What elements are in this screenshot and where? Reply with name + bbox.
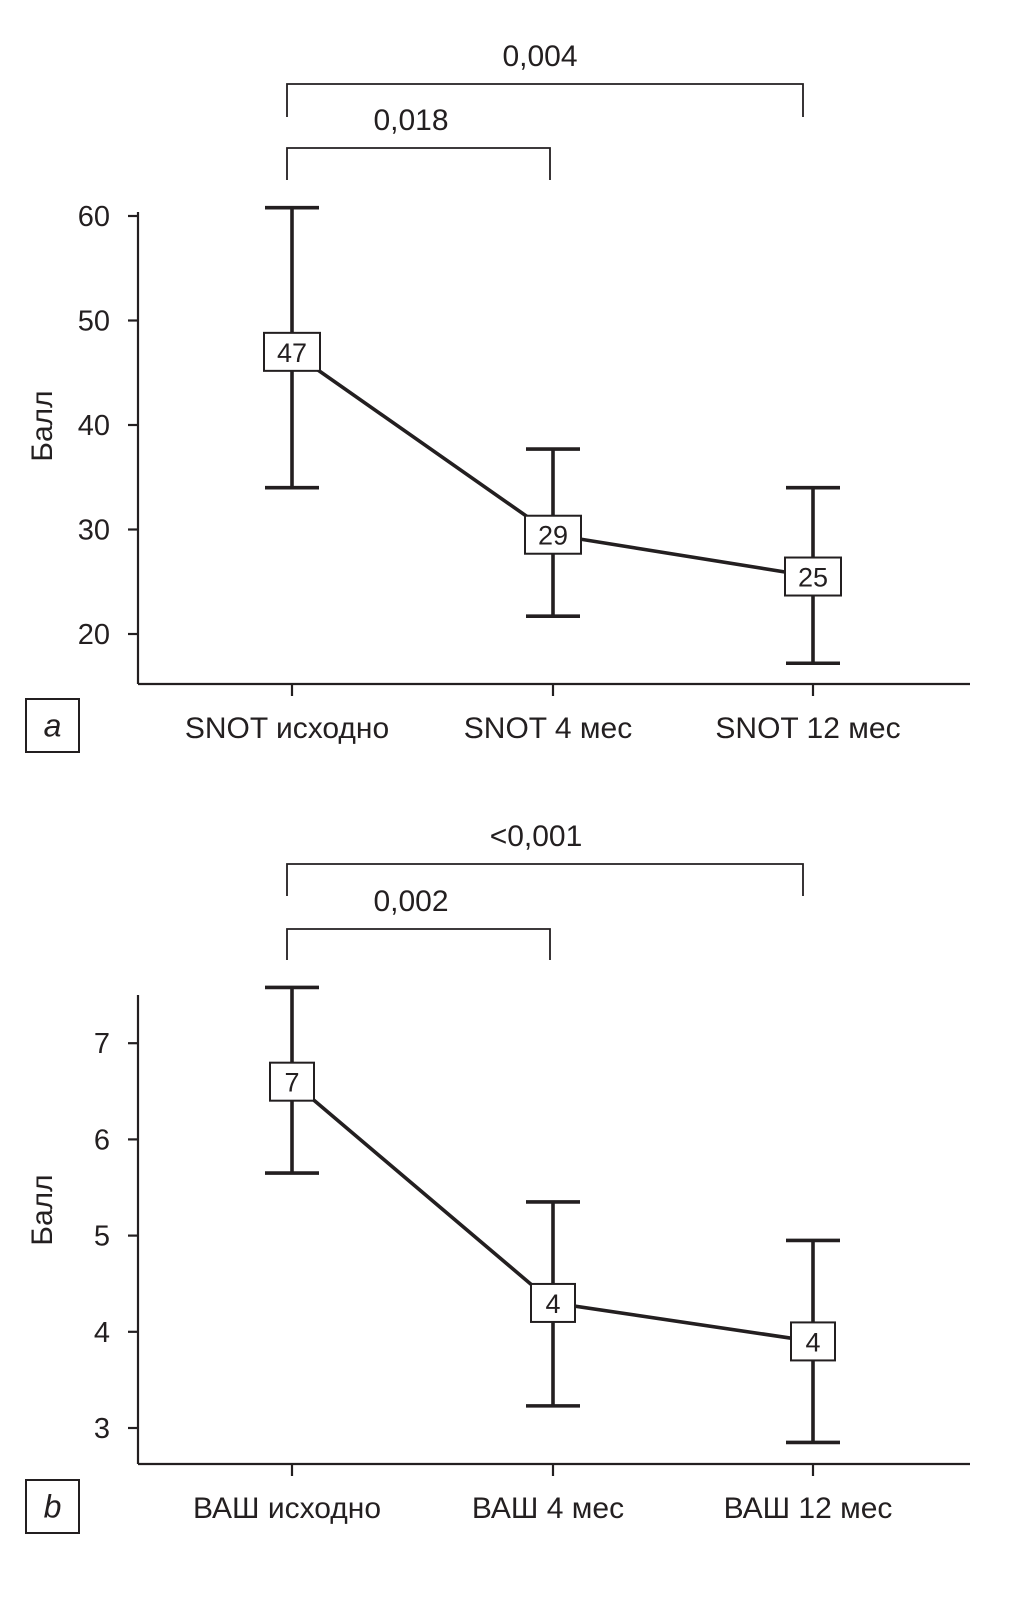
- y-tick-label: 6: [94, 1124, 110, 1156]
- p-value-label: <0,001: [490, 820, 583, 853]
- data-value-label: 4: [805, 1327, 820, 1357]
- x-category-label: ВАШ 4 мес: [472, 1492, 624, 1525]
- data-value-label: 25: [798, 563, 828, 593]
- data-point-box: [269, 1061, 315, 1102]
- chart-panel-b: 3 4 5 6 7 Балл ВАШ исходно ВАШ 4 мес ВАШ 12 мес b…: [25, 820, 970, 1534]
- panel-label: b: [44, 1489, 62, 1525]
- panel-label: a: [44, 708, 62, 744]
- panel-label-box: [25, 698, 80, 753]
- data-value-label: 47: [277, 338, 307, 368]
- y-tick-label: 4: [94, 1317, 110, 1349]
- p-value-label: 0,002: [373, 885, 448, 918]
- y-tick-label: 40: [78, 410, 110, 442]
- y-axis-title: Балл: [26, 390, 59, 461]
- significance-bracket: [286, 928, 551, 960]
- data-point-box: [784, 556, 842, 597]
- x-category-label: ВАШ исходно: [193, 1492, 381, 1525]
- data-value-label: 4: [545, 1289, 560, 1319]
- data-point-box: [790, 1321, 836, 1362]
- x-category-label: SNOT 12 мес: [715, 712, 900, 745]
- x-category-label: SNOT 4 мес: [464, 712, 632, 745]
- p-value-label: 0,004: [502, 40, 577, 73]
- y-tick-label: 50: [78, 306, 110, 338]
- y-tick-label: 5: [94, 1221, 110, 1253]
- significance-bracket: [286, 83, 804, 117]
- data-point-box: [530, 1282, 576, 1323]
- data-value-label: 29: [538, 521, 568, 551]
- y-tick-label: 20: [78, 619, 110, 651]
- panel-label-box: [25, 1479, 80, 1534]
- data-value-label: 7: [284, 1068, 299, 1098]
- data-point-box: [263, 331, 321, 372]
- y-axis-title: Балл: [26, 1174, 59, 1245]
- chart-panel-a: 20 30 40 50 60 Балл SNOT исходно SNOT 4 мес SNOT…: [25, 40, 970, 753]
- significance-bracket: [286, 147, 551, 180]
- y-tick-label: 30: [78, 515, 110, 547]
- y-tick-label: 3: [94, 1413, 110, 1445]
- y-tick-label: 7: [94, 1028, 110, 1060]
- significance-bracket: [286, 863, 804, 896]
- x-category-label: ВАШ 12 мес: [724, 1492, 893, 1525]
- p-value-label: 0,018: [373, 104, 448, 137]
- data-point-box: [524, 514, 582, 555]
- y-tick-label: 60: [78, 201, 110, 233]
- x-category-label: SNOT исходно: [185, 712, 389, 745]
